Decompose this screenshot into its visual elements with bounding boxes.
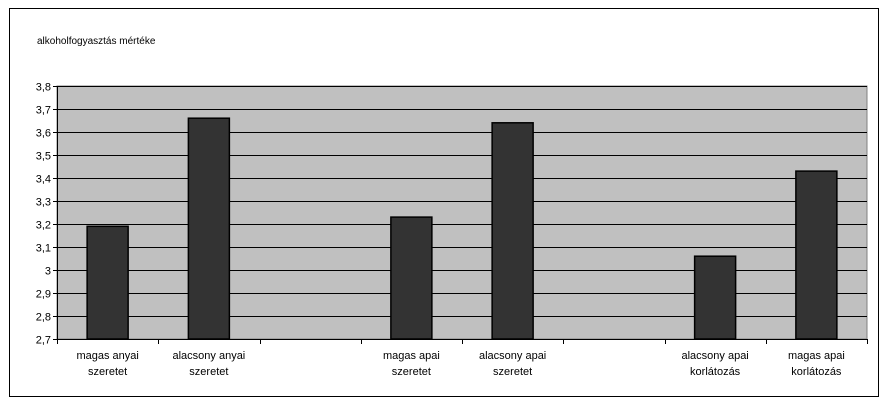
y-tick-label: 2,8 [36, 312, 51, 324]
y-tick-label: 3,3 [36, 197, 51, 209]
x-category-label: szeretet [392, 366, 431, 378]
y-tick-label: 3,7 [36, 105, 51, 117]
x-category-label: magas apai [788, 350, 845, 362]
bar[interactable] [187, 117, 231, 340]
y-tick-label: 2,7 [36, 335, 51, 347]
bar[interactable] [693, 255, 737, 340]
x-category-label: szeretet [189, 366, 228, 378]
plot-area [56, 85, 868, 340]
x-category-label: korlátozás [690, 366, 741, 378]
x-category-label: alacsony anyai [172, 350, 245, 362]
y-tick-label: 3,1 [36, 243, 51, 255]
y-tick-label: 3 [45, 266, 51, 278]
bar[interactable] [390, 216, 433, 340]
x-category-label: magas anyai [76, 350, 138, 362]
y-tick-label: 3,8 [36, 82, 51, 94]
x-category-label: korlátozás [791, 366, 842, 378]
bar[interactable] [86, 225, 129, 340]
y-tick-label: 3,2 [36, 220, 51, 232]
bar[interactable] [491, 122, 534, 340]
x-category-label: szeretet [88, 366, 127, 378]
y-tick-label: 2,9 [36, 289, 51, 301]
x-category-label: alacsony apai [479, 350, 546, 362]
chart-title: alkoholfogyasztás mértéke [37, 36, 156, 47]
x-category-label: magas apai [383, 350, 440, 362]
y-tick-label: 3,6 [36, 128, 51, 140]
y-tick-label: 3,5 [36, 151, 51, 163]
y-tick-label: 3,4 [36, 174, 51, 186]
x-category-label: szeretet [493, 366, 532, 378]
x-category-label: alacsony apai [681, 350, 748, 362]
bar[interactable] [795, 170, 838, 340]
